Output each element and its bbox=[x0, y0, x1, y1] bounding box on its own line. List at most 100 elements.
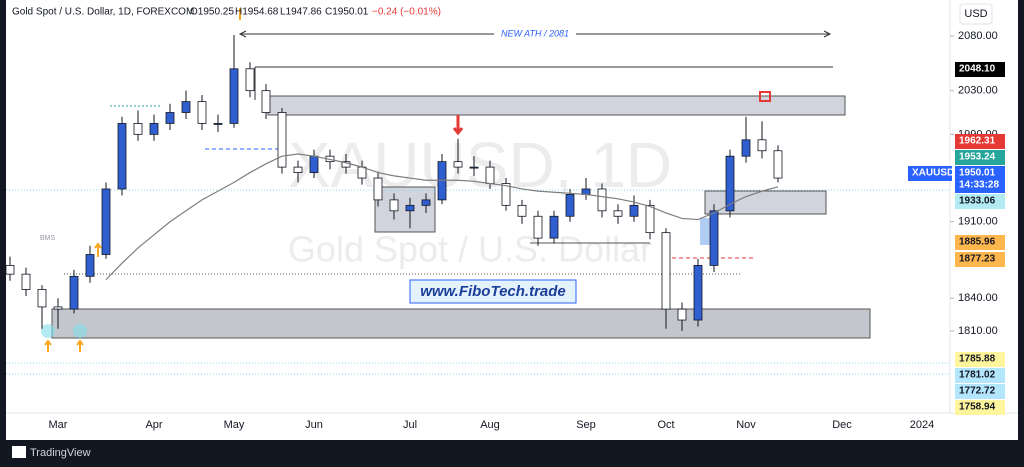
candle-body bbox=[773, 150, 783, 179]
x-tick-label: Aug bbox=[480, 419, 500, 431]
hand-icon bbox=[759, 91, 771, 102]
candle-body bbox=[213, 123, 223, 125]
x-tick-label: Jul bbox=[403, 419, 417, 431]
price-tag: 1885.96 bbox=[959, 237, 996, 248]
price-tag-bg bbox=[955, 62, 1005, 77]
candle-body bbox=[453, 161, 463, 168]
price-tag: XAUUSD bbox=[912, 168, 954, 179]
candle-body bbox=[757, 139, 767, 152]
price-tag-bg bbox=[955, 166, 1005, 181]
candle-body bbox=[245, 68, 255, 92]
candle-body bbox=[485, 166, 495, 184]
price-tag-bg bbox=[955, 194, 1005, 209]
candle-body bbox=[661, 232, 671, 310]
bms-label: BMS bbox=[40, 235, 56, 242]
candle-body bbox=[677, 308, 687, 321]
candle-body bbox=[165, 112, 175, 124]
chart-background bbox=[6, 0, 1018, 440]
x-tick-label: Jun bbox=[305, 419, 323, 431]
x-tick-label: Mar bbox=[49, 419, 68, 431]
candle-body bbox=[533, 215, 543, 239]
price-tag-bg bbox=[955, 384, 1005, 399]
zone bbox=[267, 95, 846, 116]
price-tag: 1950.01 bbox=[959, 168, 996, 179]
price-tag: 1933.06 bbox=[959, 196, 996, 207]
ath-label: NEW ATH / 2081 bbox=[501, 28, 569, 38]
candle-body bbox=[693, 265, 703, 321]
price-tag-bg bbox=[908, 166, 952, 181]
y-tick-label: 2080.00 bbox=[958, 30, 998, 42]
zone bbox=[51, 308, 871, 339]
candle-body bbox=[149, 123, 159, 135]
candle-body bbox=[21, 273, 31, 290]
price-tag: 1772.72 bbox=[959, 386, 996, 397]
y-tick-label: 1810.00 bbox=[958, 325, 998, 337]
candle-body bbox=[501, 183, 511, 206]
candle-body bbox=[549, 215, 559, 239]
ohlc-low: L1947.86 bbox=[280, 7, 322, 18]
brand: TradingView bbox=[30, 447, 91, 459]
candle-body bbox=[725, 155, 735, 212]
arrow-up bbox=[44, 339, 52, 352]
y-tick-label: 1910.00 bbox=[958, 216, 998, 228]
currency-box bbox=[959, 3, 993, 25]
y-tick-label: 2030.00 bbox=[958, 85, 998, 97]
candle-body bbox=[277, 112, 287, 168]
arrow-head bbox=[238, 30, 247, 38]
currency: USD bbox=[964, 8, 987, 20]
brand-logo bbox=[12, 446, 26, 458]
candle-body bbox=[85, 254, 95, 277]
y-tick-label: 1840.00 bbox=[958, 292, 998, 304]
candle-body bbox=[261, 90, 271, 113]
zone bbox=[374, 186, 436, 233]
price-tag-bg bbox=[955, 134, 1005, 149]
zone bbox=[704, 190, 827, 215]
candle-body bbox=[613, 210, 623, 217]
marker bbox=[73, 324, 87, 338]
candle-body bbox=[357, 166, 367, 179]
candle-body bbox=[469, 166, 479, 169]
zones bbox=[6, 8, 950, 375]
price-tag: 14:33:28 bbox=[959, 180, 999, 191]
header: Gold Spot / U.S. Dollar, 1D, FOREXCOM O1… bbox=[12, 7, 441, 18]
candle-body bbox=[581, 188, 591, 195]
candle-body bbox=[373, 177, 383, 201]
price-tag-bg bbox=[955, 178, 1005, 193]
candle-body bbox=[309, 155, 319, 173]
symbol-title: Gold Spot / U.S. Dollar, 1D, FOREXCOM bbox=[12, 7, 194, 18]
x-tick-label: Dec bbox=[832, 419, 852, 431]
arrow-up bbox=[94, 242, 102, 257]
price-tag-bg bbox=[955, 252, 1005, 267]
ohlc-open: O1950.25 bbox=[190, 7, 234, 18]
candle-body bbox=[69, 275, 79, 310]
x-tick-label: Sep bbox=[576, 419, 596, 431]
candle-body bbox=[37, 289, 47, 308]
candle-body bbox=[133, 123, 143, 135]
label-bg bbox=[494, 27, 576, 41]
price-tag: 1781.02 bbox=[959, 370, 996, 381]
candle-body bbox=[597, 188, 607, 212]
candle-body bbox=[101, 188, 111, 255]
price-tag: 1953.24 bbox=[959, 152, 996, 163]
ohlc-change: −0.24 (−0.01%) bbox=[372, 7, 441, 18]
x-tick-label: Apr bbox=[145, 419, 162, 431]
candle-body bbox=[5, 265, 15, 275]
candle-body bbox=[53, 306, 63, 310]
candle-body bbox=[421, 199, 431, 206]
candle-body bbox=[293, 166, 303, 173]
arrow-head bbox=[823, 30, 832, 38]
candle-body bbox=[565, 194, 575, 217]
link-box bbox=[409, 279, 577, 304]
site-label: www.FiboTech.trade bbox=[420, 283, 566, 300]
candle-body bbox=[229, 68, 239, 124]
price-tag-bg bbox=[955, 352, 1005, 367]
watermark-name: Gold Spot / U.S. Dollar bbox=[288, 229, 652, 270]
moving-average bbox=[105, 153, 779, 281]
price-tag: 1877.23 bbox=[959, 254, 996, 265]
price-tag-bg bbox=[955, 400, 1005, 415]
marker bbox=[41, 324, 55, 338]
price-tag: 1785.88 bbox=[959, 354, 996, 365]
x-tick-label: Nov bbox=[736, 419, 756, 431]
price-tag-bg bbox=[955, 150, 1005, 165]
